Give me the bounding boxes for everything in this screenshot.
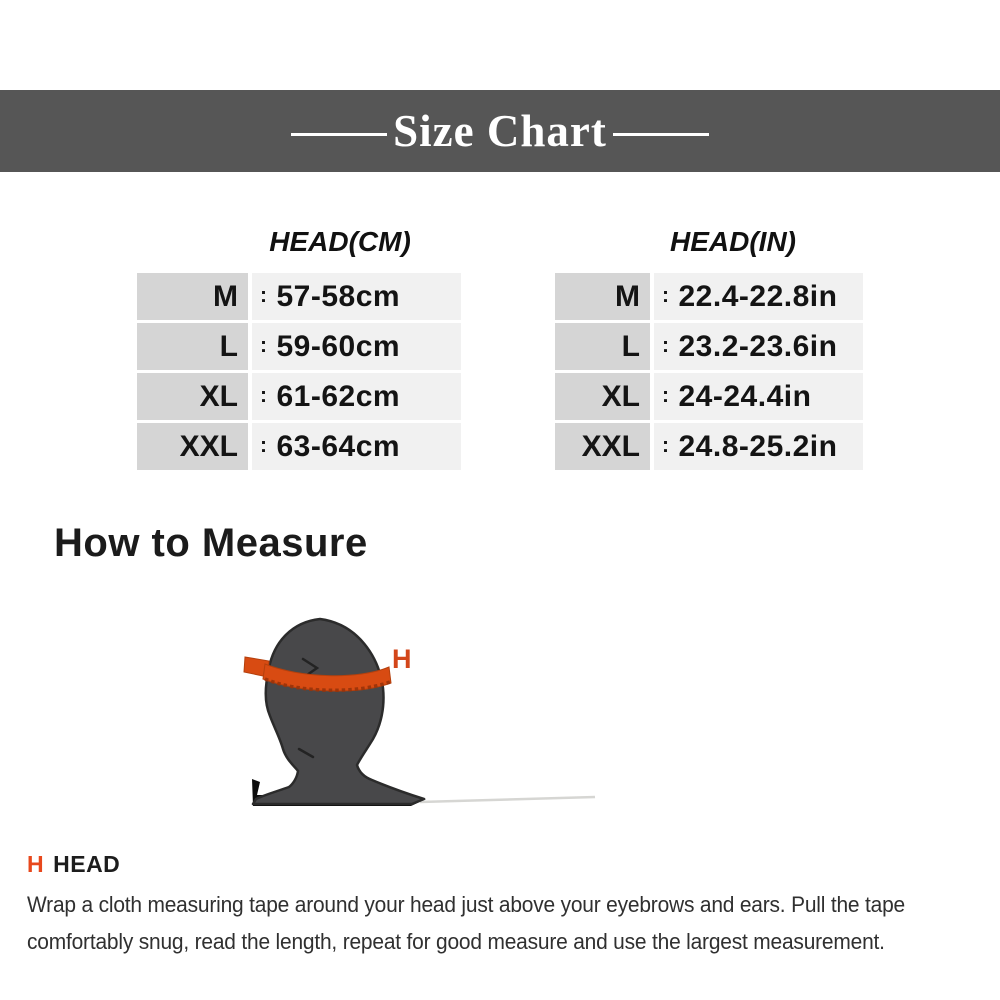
size-range: 23.2-23.6in — [678, 329, 838, 363]
colon-separator: : — [260, 333, 268, 357]
size-range: 22.4-22.8in — [678, 279, 838, 313]
size-label: XXL — [137, 423, 248, 470]
size-label: L — [137, 323, 248, 370]
banner-title: Size Chart — [393, 106, 607, 156]
colon-separator: : — [260, 283, 268, 307]
neck-crease-mark — [297, 747, 315, 759]
size-value: :23.2-23.6in — [654, 323, 863, 370]
size-table-in: M :22.4-22.8in L :23.2-23.6in XL :24-24.… — [555, 273, 863, 470]
size-label: L — [555, 323, 650, 370]
size-value: :24-24.4in — [654, 373, 863, 420]
size-range: 63-64cm — [276, 429, 401, 463]
table-header-cm: HEAD(CM) — [269, 226, 411, 257]
how-to-measure-heading: How to Measure — [54, 521, 368, 565]
colon-separator: : — [662, 433, 670, 457]
head-silhouette — [251, 617, 426, 806]
table-header-in: HEAD(IN) — [670, 226, 796, 257]
size-value: :63-64cm — [252, 423, 461, 470]
size-label: M — [555, 273, 650, 320]
colon-separator: : — [662, 383, 670, 407]
measure-instructions-line-2: comfortably snug, read the length, repea… — [27, 929, 885, 954]
size-range: 24-24.4in — [678, 379, 812, 413]
head-note-heading: H HEAD — [27, 851, 120, 878]
size-value: :57-58cm — [252, 273, 461, 320]
colon-separator: : — [260, 433, 268, 457]
size-label: XXL — [555, 423, 650, 470]
head-note-marker: H — [27, 851, 45, 877]
head-measurement-illustration: H — [243, 617, 596, 806]
size-value: :61-62cm — [252, 373, 461, 420]
colon-separator: : — [662, 333, 670, 357]
colon-separator: : — [662, 283, 670, 307]
diagram-h-marker: H — [392, 644, 412, 674]
measuring-tape-teeth — [264, 677, 391, 692]
size-label: XL — [137, 373, 248, 420]
size-value: :59-60cm — [252, 323, 461, 370]
head-note-label: HEAD — [53, 851, 121, 877]
size-value: :22.4-22.8in — [654, 273, 863, 320]
size-range: 61-62cm — [276, 379, 401, 413]
banner-dash-right — [612, 133, 709, 136]
measure-instructions-line-1: Wrap a cloth measuring tape around your … — [27, 892, 905, 917]
size-range: 57-58cm — [276, 279, 401, 313]
size-value: :24.8-25.2in — [654, 423, 863, 470]
measure-instructions: Wrap a cloth measuring tape around your … — [27, 886, 987, 960]
size-label: M — [137, 273, 248, 320]
colon-separator: : — [260, 383, 268, 407]
size-label: XL — [555, 373, 650, 420]
ground-shadow-line — [419, 795, 596, 804]
banner-dash-left — [291, 133, 388, 136]
ear-crease-mark — [301, 657, 320, 677]
size-table-cm: M :57-58cm L :59-60cm XL :61-62cm XXL :6… — [137, 273, 461, 470]
banner: Size Chart — [0, 90, 1000, 172]
size-range: 24.8-25.2in — [678, 429, 838, 463]
size-range: 59-60cm — [276, 329, 401, 363]
